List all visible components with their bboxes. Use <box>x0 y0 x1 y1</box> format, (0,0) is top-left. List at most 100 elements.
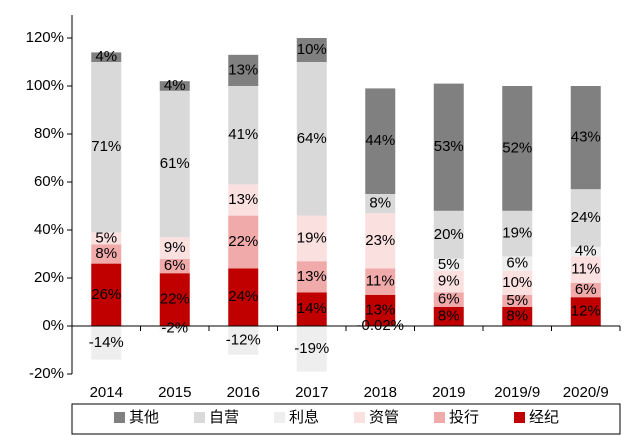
data-label: 11% <box>366 273 395 290</box>
bar-segment <box>91 52 122 62</box>
bar-segment <box>228 54 259 86</box>
data-label: 20% <box>434 226 464 243</box>
data-label: 13% <box>228 191 258 208</box>
bar-segment <box>159 237 190 259</box>
data-label: 8% <box>369 195 391 212</box>
bar-segment <box>433 83 464 211</box>
bar-segment <box>365 294 396 326</box>
legend-swatch <box>114 412 125 423</box>
data-label: 61% <box>160 155 190 172</box>
data-label: 11% <box>571 261 600 278</box>
x-tick-label: 2017 <box>295 384 328 401</box>
data-label: 24% <box>228 288 258 305</box>
x-tick-label: 2019/9 <box>494 384 540 401</box>
bar-segment <box>91 326 122 360</box>
data-label: 8% <box>506 307 528 324</box>
data-label: 44% <box>365 132 395 149</box>
data-label: 13% <box>228 61 258 78</box>
data-label: 5% <box>95 229 117 246</box>
data-label: 19% <box>297 229 327 246</box>
x-tick-label: 2020/9 <box>563 384 609 401</box>
bar-segment <box>91 232 122 245</box>
bar-segment <box>296 261 327 293</box>
data-label: 6% <box>575 281 597 298</box>
data-label: 12% <box>571 303 601 320</box>
bar-segment <box>296 215 327 262</box>
data-label: -2% <box>161 319 188 336</box>
data-label: 6% <box>506 255 528 272</box>
legend-swatch <box>354 412 365 423</box>
bar-segment <box>433 292 464 307</box>
bar-segment <box>228 326 259 355</box>
y-tick-label: -20% <box>29 365 64 382</box>
data-label: 41% <box>228 126 258 143</box>
legend-box <box>71 403 621 435</box>
x-tick-label: 2014 <box>90 384 123 401</box>
data-label: 10% <box>297 41 327 58</box>
bar-segment <box>159 273 190 326</box>
legend-swatch <box>274 412 285 423</box>
legend-label: 投行 <box>449 409 479 426</box>
data-label: 22% <box>228 233 258 250</box>
x-tick-label: 2015 <box>158 384 191 401</box>
bar-segment <box>365 88 396 194</box>
bar-segment <box>159 81 190 91</box>
y-tick-label: 20% <box>34 269 64 286</box>
legend-swatch <box>434 412 445 423</box>
data-label: 9% <box>438 273 460 290</box>
data-label: 4% <box>95 48 117 65</box>
bar-segment <box>502 270 533 295</box>
data-label: 8% <box>95 245 117 262</box>
y-tick-label: 100% <box>26 77 64 94</box>
legend-swatch <box>194 412 205 423</box>
bar-segment <box>228 86 259 185</box>
data-label: 14% <box>297 300 327 317</box>
data-label: 52% <box>502 139 532 156</box>
legend-swatch <box>514 412 525 423</box>
bar-segment <box>433 210 464 259</box>
x-tick-label: 2019 <box>432 384 465 401</box>
data-label: -0.02% <box>356 317 404 334</box>
y-tick-label: 60% <box>34 173 64 190</box>
data-label: 13% <box>297 268 327 285</box>
bar-segment <box>570 86 601 190</box>
data-label: 6% <box>438 291 460 308</box>
bar-segment <box>228 215 259 269</box>
data-label: 19% <box>502 225 532 242</box>
bar-segment <box>570 189 601 247</box>
bar-segment <box>91 62 122 233</box>
bar-segment <box>296 38 327 62</box>
data-label: -12% <box>226 331 261 348</box>
bar-segment <box>159 90 190 238</box>
data-label: 43% <box>571 129 601 146</box>
bar-segment <box>502 86 533 211</box>
y-tick-label: 120% <box>26 29 64 46</box>
data-label: 10% <box>502 274 532 291</box>
data-label: 4% <box>575 243 597 260</box>
data-label: 22% <box>160 291 190 308</box>
data-label: 53% <box>434 138 464 155</box>
data-label: 5% <box>506 292 528 309</box>
bar-segment <box>228 184 259 216</box>
x-tick-label: 2016 <box>227 384 260 401</box>
legend-label: 其他 <box>129 409 159 426</box>
bar-segment <box>433 306 464 326</box>
data-label: -19% <box>294 340 329 357</box>
y-tick-label: 40% <box>34 221 64 238</box>
bar-segment <box>502 294 533 307</box>
bar-segment <box>433 270 464 293</box>
legend-label: 利息 <box>289 409 319 426</box>
bar-segment <box>570 256 601 283</box>
data-label: 5% <box>438 256 460 273</box>
data-label: 6% <box>164 257 186 274</box>
bar-segment <box>159 326 190 331</box>
bar-segment <box>296 62 327 216</box>
y-tick-label: 80% <box>34 125 64 142</box>
bar-segment <box>228 268 259 326</box>
bar-segment <box>365 213 396 269</box>
data-label: 64% <box>297 130 327 147</box>
data-label: 9% <box>164 239 186 256</box>
bar-segment <box>365 194 396 214</box>
data-label: 26% <box>91 286 121 303</box>
data-label: 8% <box>438 307 460 324</box>
